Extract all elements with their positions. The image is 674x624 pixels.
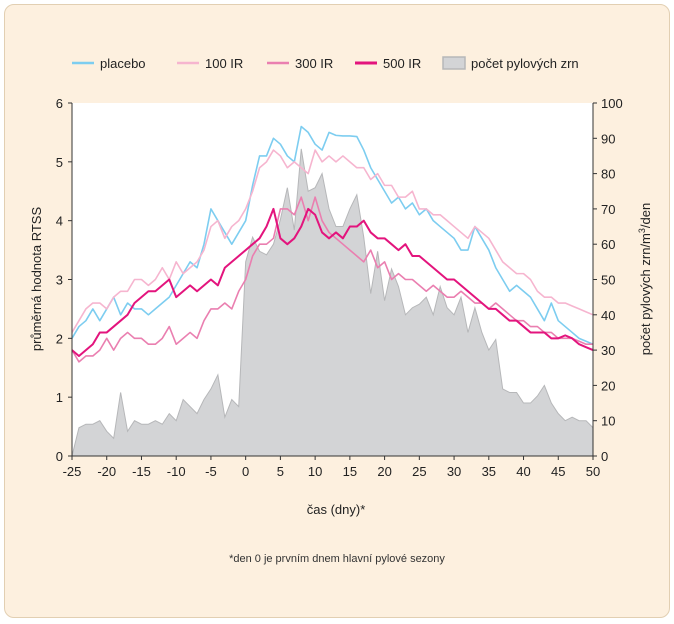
y-tick-label: 5	[56, 155, 63, 170]
y-tick-label: 6	[56, 96, 63, 111]
y2-tick-label: 50	[601, 273, 615, 288]
y2-tick-label: 30	[601, 343, 615, 358]
y2-axis-title-suffix: /den	[638, 203, 653, 228]
y2-tick-label: 40	[601, 308, 615, 323]
left-y-axis-ticks: 0 1 2 3 4 5 6	[56, 96, 72, 464]
x-tick-label: 5	[277, 464, 284, 479]
x-axis-ticks: -25 -20 -15 -10 -5 0 5 10 15 20 25 30 35 40 45 50	[63, 456, 600, 479]
y2-tick-label: 0	[601, 449, 608, 464]
footnote: *den 0 je prvním dnem hlavní pylové sezo…	[229, 553, 445, 565]
series-area-pollen	[71, 148, 594, 457]
y2-axis-title-superscript: 3	[637, 228, 647, 233]
y-tick-label: 1	[56, 390, 63, 405]
x-tick-label: 10	[308, 464, 322, 479]
y2-tick-label: 60	[601, 237, 615, 252]
y-tick-label: 0	[56, 449, 63, 464]
y2-tick-label: 10	[601, 414, 615, 429]
legend-label: počet pylových zrn	[471, 56, 579, 71]
legend-label: 500 IR	[383, 56, 421, 71]
x-tick-label: 40	[516, 464, 530, 479]
series-line-placebo	[71, 125, 594, 345]
y-tick-label: 2	[56, 331, 63, 346]
y2-tick-label: 80	[601, 167, 615, 182]
x-tick-label: -20	[97, 464, 116, 479]
x-tick-label: 20	[377, 464, 391, 479]
x-tick-label: -25	[63, 464, 82, 479]
legend: placebo 100 IR 300 IR 500 IR počet pylových …	[72, 56, 579, 71]
x-tick-label: 45	[551, 464, 565, 479]
y-tick-label: 4	[56, 214, 63, 229]
y2-tick-label: 70	[601, 202, 615, 217]
y-tick-label: 3	[56, 273, 63, 288]
x-tick-label: 25	[412, 464, 426, 479]
x-tick-label: 35	[482, 464, 496, 479]
x-tick-label: -15	[132, 464, 151, 479]
series-lines-layer	[71, 125, 594, 363]
y2-tick-label: 90	[601, 131, 615, 146]
series-line-500-ir	[71, 207, 594, 357]
series-line-100-ir	[71, 149, 594, 333]
x-tick-label: -5	[205, 464, 217, 479]
y2-tick-label: 100	[601, 96, 623, 111]
y2-axis-title-main: počet pylových zrn/m	[638, 233, 653, 355]
y2-tick-label: 20	[601, 378, 615, 393]
x-tick-label: -10	[167, 464, 186, 479]
legend-label: placebo	[100, 56, 146, 71]
x-tick-label: 30	[447, 464, 461, 479]
x-axis-title: čas (dny)*	[307, 502, 366, 517]
legend-label: 300 IR	[295, 56, 333, 71]
y-axis-title: průměrná hodnota RTSS	[29, 207, 44, 352]
legend-label: 100 IR	[205, 56, 243, 71]
x-tick-label: 0	[242, 464, 249, 479]
right-y-axis-ticks: 0 10 20 30 40 50 60 70 80 90 100	[593, 96, 623, 464]
x-tick-label: 50	[586, 464, 600, 479]
legend-swatch-pollen	[442, 56, 466, 70]
y2-axis-title: počet pylových zrn/m3/den	[637, 203, 653, 355]
pollen-area-layer	[71, 148, 594, 457]
x-tick-label: 15	[343, 464, 357, 479]
